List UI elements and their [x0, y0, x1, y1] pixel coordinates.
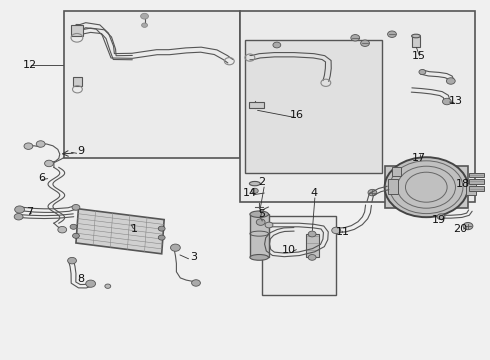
Bar	[64, 11, 240, 158]
Circle shape	[419, 69, 426, 75]
Bar	[71, 25, 83, 36]
Ellipse shape	[250, 255, 269, 260]
Circle shape	[58, 226, 67, 233]
Bar	[240, 11, 475, 202]
Bar	[262, 216, 336, 295]
Circle shape	[308, 255, 316, 260]
Circle shape	[24, 143, 33, 149]
Circle shape	[463, 222, 473, 230]
Circle shape	[15, 206, 24, 213]
Bar	[306, 234, 318, 257]
Bar	[245, 40, 382, 173]
Circle shape	[388, 31, 396, 37]
Circle shape	[158, 226, 165, 231]
Text: 4: 4	[310, 188, 317, 198]
Ellipse shape	[412, 34, 420, 38]
Circle shape	[437, 214, 445, 220]
Circle shape	[308, 231, 316, 237]
Bar	[392, 167, 401, 176]
Ellipse shape	[385, 157, 468, 217]
Bar	[466, 183, 476, 195]
Circle shape	[70, 224, 77, 229]
Text: 19: 19	[432, 215, 445, 225]
Circle shape	[265, 222, 273, 228]
Text: 10: 10	[282, 245, 296, 255]
Bar	[469, 173, 484, 177]
Circle shape	[14, 213, 23, 220]
Bar	[249, 102, 264, 108]
Circle shape	[72, 204, 80, 210]
Text: 16: 16	[290, 110, 303, 120]
Text: 9: 9	[77, 146, 84, 156]
Text: 1: 1	[131, 224, 138, 234]
Circle shape	[368, 189, 377, 196]
Circle shape	[141, 13, 148, 19]
Text: 6: 6	[38, 173, 45, 183]
Circle shape	[251, 188, 258, 193]
Circle shape	[192, 280, 200, 286]
Text: 18: 18	[456, 179, 470, 189]
Circle shape	[68, 257, 76, 264]
Text: 8: 8	[77, 274, 84, 284]
Bar	[412, 36, 420, 47]
Circle shape	[142, 23, 147, 27]
Circle shape	[171, 244, 180, 251]
Text: 13: 13	[449, 96, 463, 106]
Circle shape	[442, 98, 451, 105]
Bar	[388, 179, 398, 194]
Circle shape	[73, 233, 79, 238]
Bar	[73, 77, 82, 86]
Ellipse shape	[250, 211, 269, 217]
Circle shape	[273, 42, 281, 48]
Circle shape	[332, 227, 341, 234]
Text: 5: 5	[259, 209, 266, 219]
Circle shape	[86, 280, 96, 287]
Text: 15: 15	[412, 51, 426, 61]
Text: 14: 14	[243, 188, 257, 198]
Circle shape	[351, 35, 360, 41]
Bar	[250, 214, 269, 257]
Text: 20: 20	[454, 224, 467, 234]
Text: 12: 12	[23, 60, 36, 70]
Bar	[385, 166, 468, 208]
Bar	[469, 186, 484, 191]
Circle shape	[256, 219, 265, 225]
Circle shape	[361, 40, 369, 46]
Bar	[469, 179, 484, 184]
Polygon shape	[76, 209, 164, 254]
Circle shape	[446, 78, 455, 84]
Circle shape	[36, 141, 45, 147]
Text: 17: 17	[412, 153, 426, 163]
Text: 2: 2	[259, 177, 266, 187]
Text: 7: 7	[26, 207, 33, 217]
Circle shape	[45, 160, 53, 167]
Text: 3: 3	[190, 252, 197, 262]
Circle shape	[105, 284, 111, 288]
Text: 11: 11	[336, 227, 350, 237]
Circle shape	[158, 235, 165, 240]
Ellipse shape	[249, 181, 260, 186]
